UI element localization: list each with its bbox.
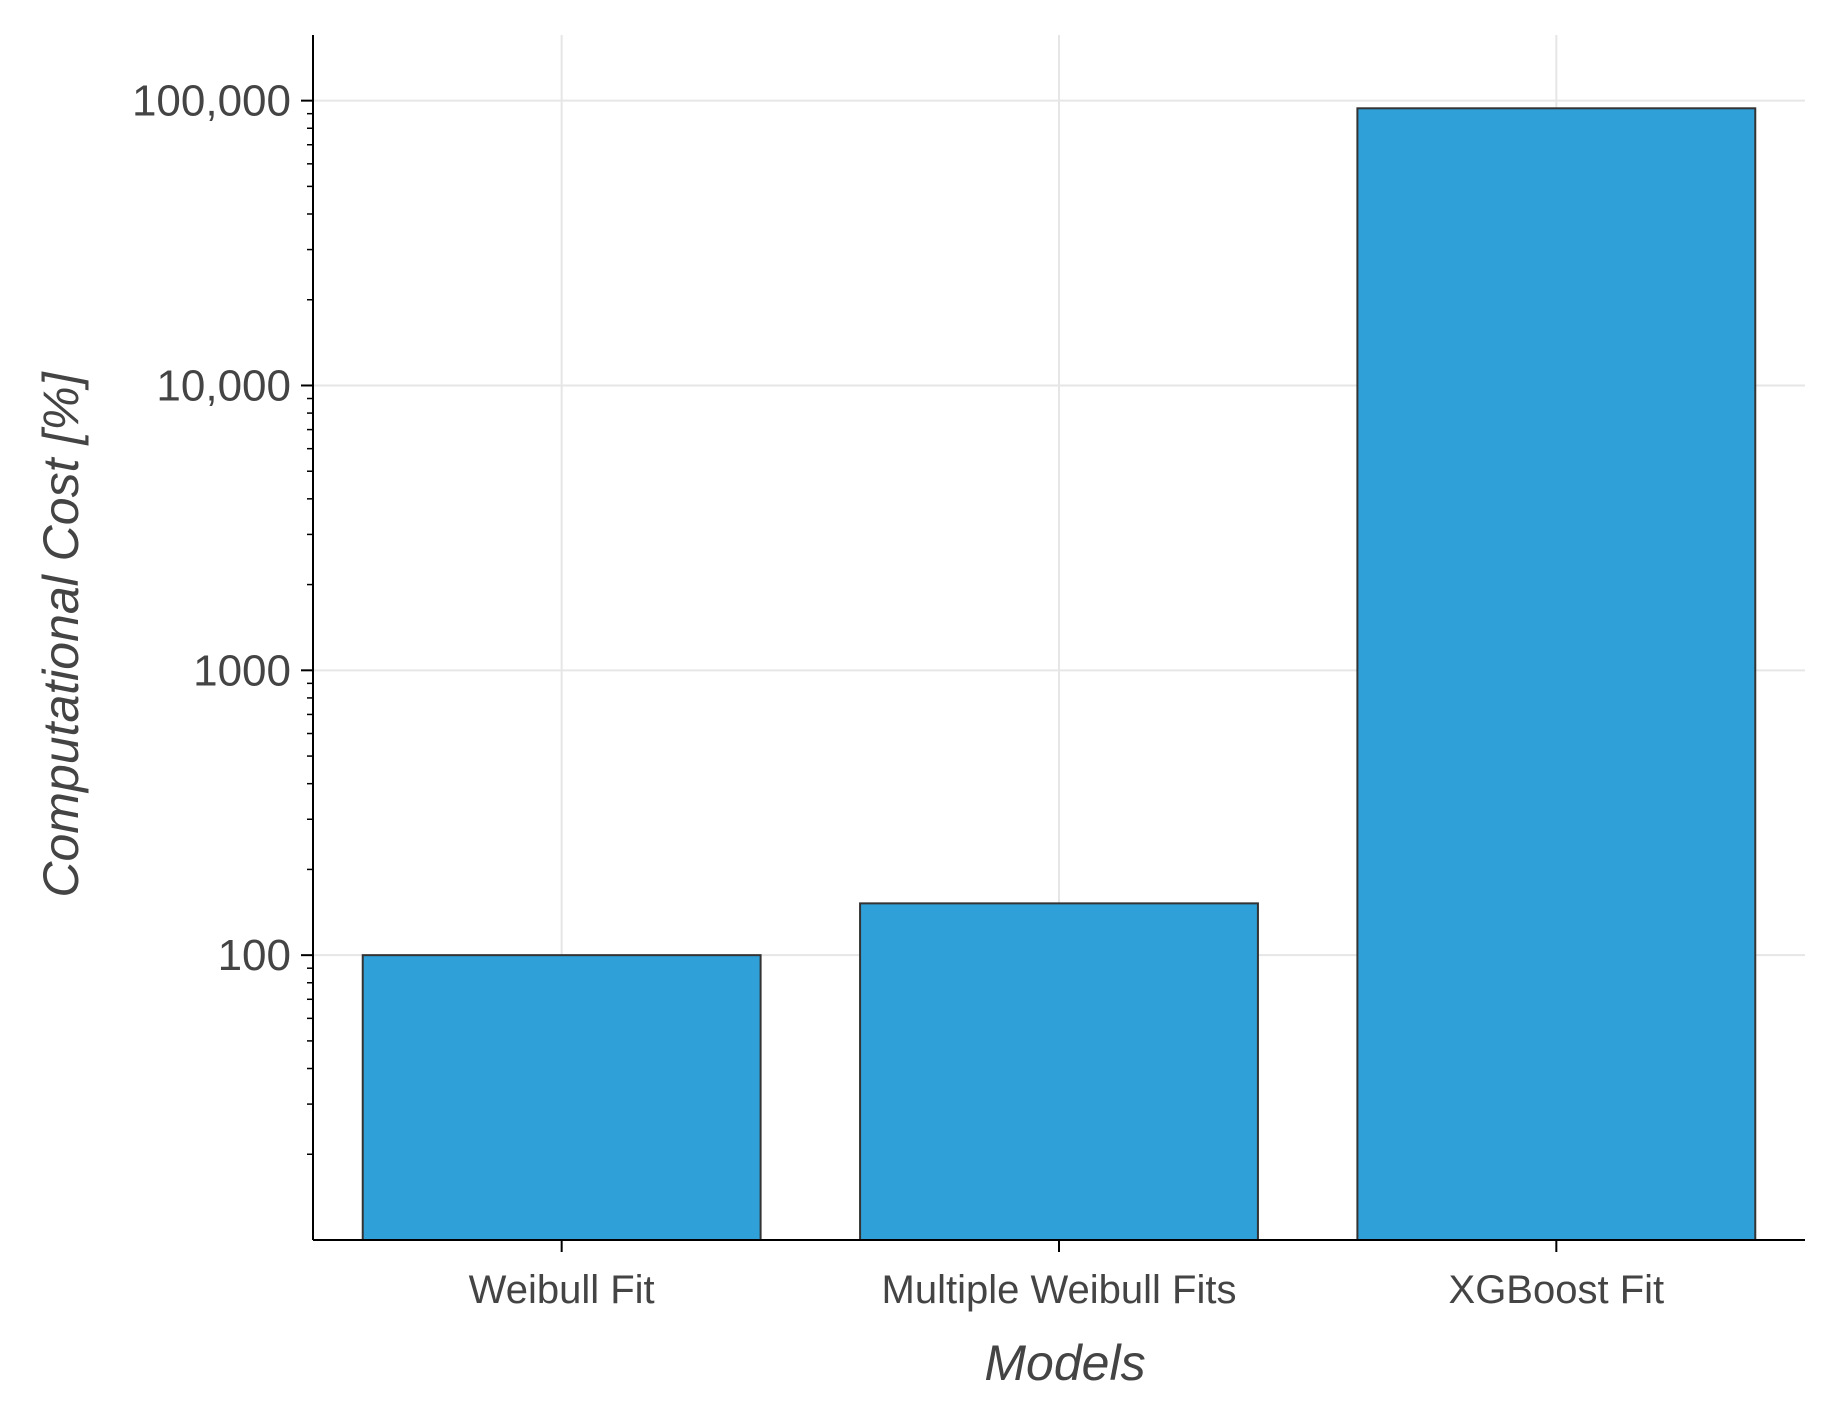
- x-tick-label: Multiple Weibull Fits: [882, 1268, 1237, 1312]
- bars: [361, 107, 1757, 1242]
- x-tick-label: XGBoost Fit: [1449, 1268, 1665, 1312]
- bar: [859, 902, 1259, 1241]
- y-axis-title: Computational Cost [%]: [33, 371, 89, 897]
- axes: [301, 35, 1805, 1252]
- y-tick-label: 10,000: [156, 361, 291, 410]
- y-tick-label: 100,000: [132, 77, 291, 126]
- y-tick-label: 1000: [193, 646, 291, 695]
- x-tick-label: Weibull Fit: [469, 1268, 655, 1312]
- y-tick-label: 100: [218, 931, 291, 980]
- bar: [361, 954, 762, 1242]
- bar: [1356, 107, 1757, 1241]
- tick-labels: 100 1000 10,000 100,000 Weibull Fit Multiple …: [132, 77, 1664, 1312]
- x-axis-title: Models: [984, 1335, 1145, 1391]
